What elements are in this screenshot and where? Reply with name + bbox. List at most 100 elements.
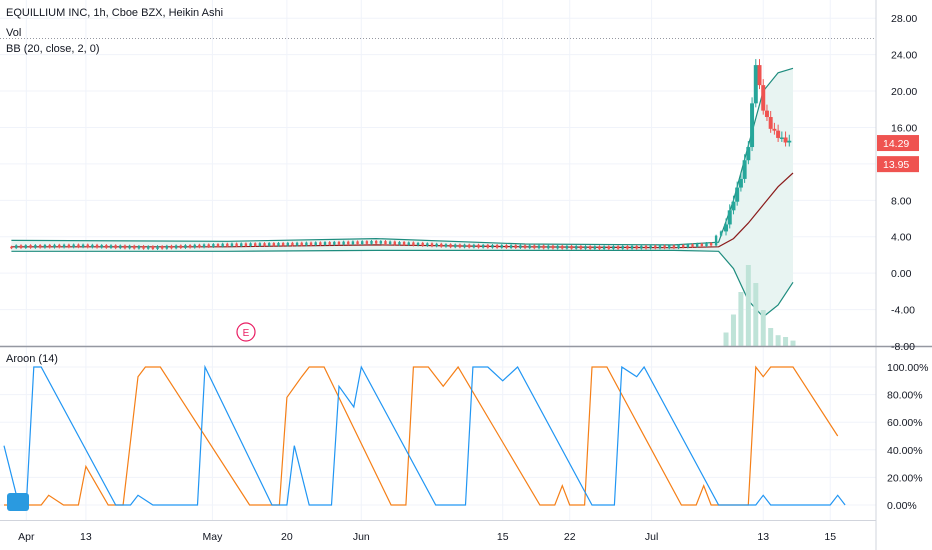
volume-bar (753, 283, 759, 346)
candle-body (109, 245, 113, 248)
candle-body (477, 244, 480, 248)
candle-body (761, 85, 766, 111)
candle-body (626, 246, 629, 249)
candle-body (426, 243, 429, 246)
volume-bar (775, 335, 781, 346)
volume-legend[interactable]: Vol (6, 27, 22, 39)
time-tick-label: 15 (824, 531, 836, 543)
volume-bar (730, 314, 736, 346)
price-tick-label: 24.00 (891, 50, 917, 62)
candle-body (458, 244, 462, 248)
candle-body (207, 244, 210, 247)
candle-body (221, 243, 224, 247)
candle-body (772, 128, 777, 131)
candle-body (263, 243, 266, 246)
candle-body (602, 246, 606, 250)
candle-body (309, 242, 313, 246)
symbol-title[interactable]: EQUILLIUM INC, 1h, Cboe BZX, Heikin Ashi (6, 7, 224, 19)
candle-body (542, 245, 545, 249)
time-tick-label: 13 (757, 531, 769, 543)
aroon-tick-label: 100.00% (887, 362, 928, 374)
last-price-tag (877, 135, 919, 152)
candle-body (77, 244, 80, 248)
candle-body (29, 245, 32, 248)
candle-body (351, 241, 355, 245)
candle-body (393, 241, 396, 245)
candle-body (635, 245, 638, 249)
candle-body (621, 246, 624, 249)
candle-body (34, 245, 37, 248)
candle-body (528, 245, 531, 249)
volume-bar (738, 292, 744, 346)
candle-body (249, 243, 252, 247)
candle-body (365, 241, 369, 244)
candle-body (314, 242, 317, 246)
candle-body (682, 245, 685, 248)
candle-body (768, 117, 773, 129)
bollinger-legend[interactable]: BB (20, close, 2, 0) (6, 43, 100, 55)
candle-body (668, 245, 671, 249)
close-price-tag (877, 156, 919, 173)
aroon-tick-label: 60.00% (887, 417, 923, 429)
volume-bar (783, 337, 789, 346)
candle-body (43, 244, 47, 248)
candle-body (561, 245, 564, 249)
candle-body (481, 244, 485, 248)
candle-body (333, 241, 336, 245)
bollinger-fill (11, 68, 793, 317)
bollinger-lower-line (11, 249, 794, 318)
price-tick-label: 4.00 (891, 232, 912, 244)
candle-body (295, 242, 299, 246)
candle-body (598, 246, 601, 250)
aroon-tick-label: 80.00% (887, 390, 923, 402)
candle-body (444, 244, 448, 247)
time-tick-label: 20 (281, 531, 293, 543)
candle-body (281, 242, 285, 246)
candle-body (67, 244, 71, 248)
candle-body (719, 231, 723, 236)
candle-body (342, 241, 345, 245)
candle-body (384, 241, 387, 245)
candle-body (742, 160, 747, 179)
candle-body (128, 245, 131, 249)
candle-body (575, 246, 578, 249)
candle-body (254, 243, 257, 246)
aroon-tick-label: 40.00% (887, 445, 923, 457)
candle-body (612, 246, 615, 249)
candle-body (267, 243, 271, 246)
candle-body (100, 245, 103, 248)
candle-body (714, 235, 718, 246)
candle-body (649, 245, 652, 249)
candle-body (514, 245, 517, 249)
candle-body (509, 245, 513, 248)
bollinger-upper-line (11, 67, 794, 246)
earnings-marker-icon (236, 322, 256, 342)
candle-body (746, 147, 751, 161)
candle-body (147, 246, 150, 249)
candle-body (235, 243, 238, 247)
price-tick-label: 20.00 (891, 86, 917, 98)
tradingview-logo-icon[interactable] (7, 493, 29, 511)
candle-body (72, 244, 75, 248)
candle-body (95, 244, 99, 248)
close-price-label: 13.95 (883, 159, 909, 171)
earnings-marker-label: E (243, 328, 250, 339)
candle-body (114, 245, 117, 249)
candle-body (738, 178, 743, 188)
candle-body (174, 245, 178, 249)
candle-body (216, 244, 220, 247)
candle-body (454, 244, 457, 248)
candle-body (48, 244, 51, 248)
candle-body (547, 245, 550, 249)
candle-body (19, 245, 23, 248)
aroon-legend[interactable]: Aroon (14) (6, 353, 58, 365)
price-tick-label: -4.00 (891, 305, 915, 317)
volume-bar (760, 310, 766, 346)
candle-body (374, 240, 378, 244)
candle-body (523, 245, 527, 249)
time-tick-label: Jun (353, 531, 370, 543)
candle-body (686, 244, 690, 248)
volume-bar (723, 332, 729, 346)
candle-body (272, 243, 276, 246)
